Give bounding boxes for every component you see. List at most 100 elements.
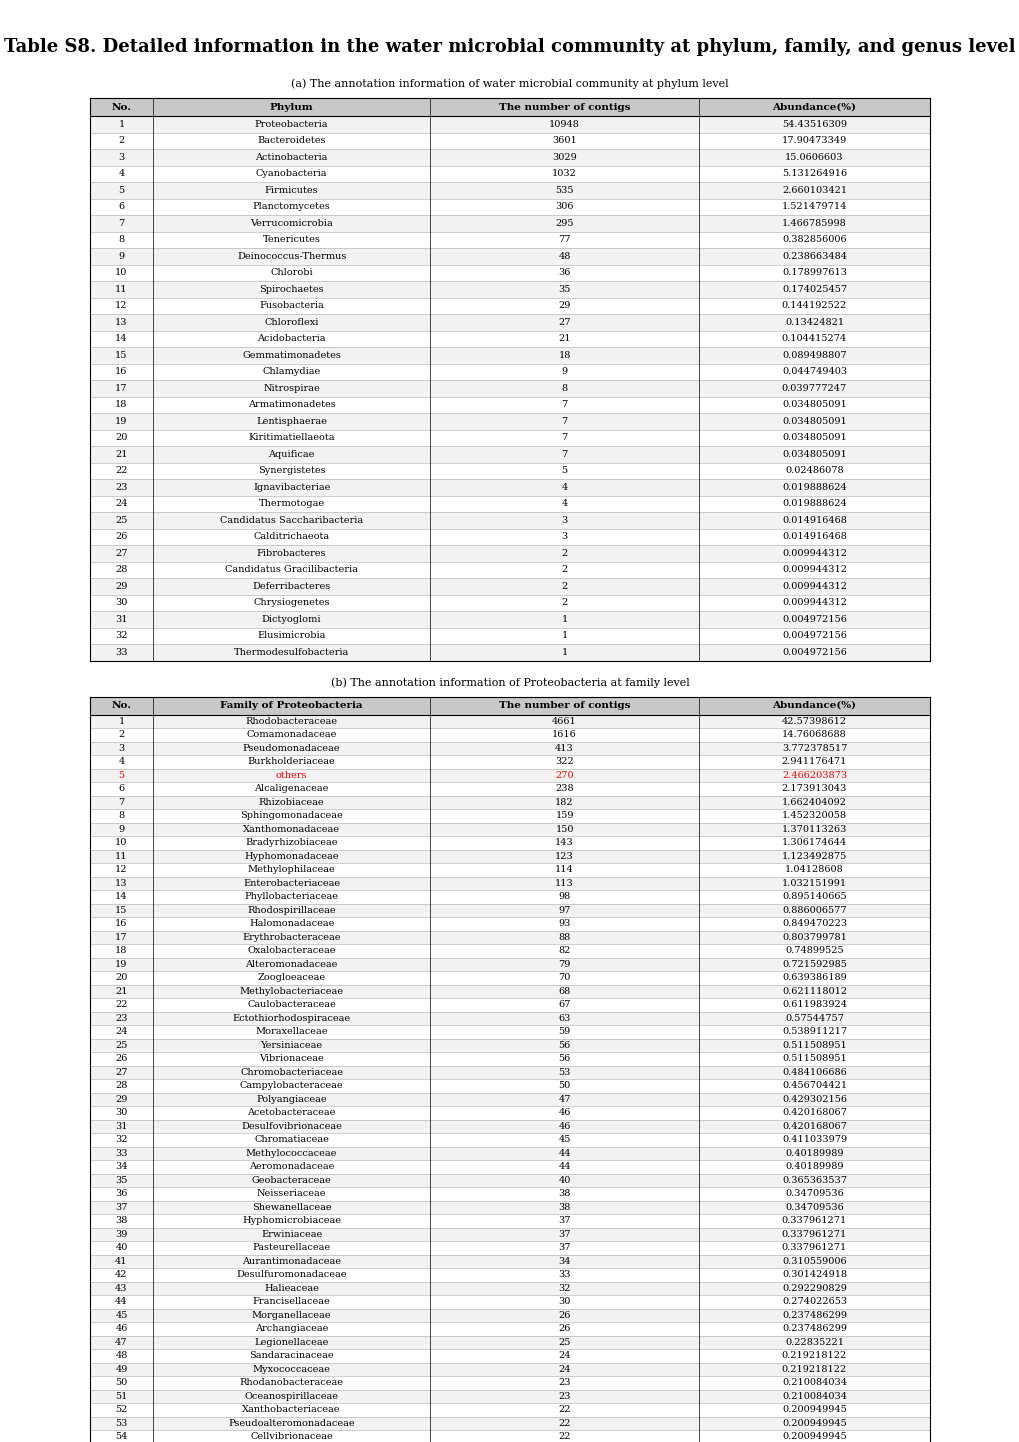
Text: 0.365363537: 0.365363537: [782, 1175, 846, 1185]
Text: Fibrobacteres: Fibrobacteres: [257, 549, 326, 558]
Text: Francisellaceae: Francisellaceae: [253, 1298, 330, 1306]
Text: 0.429302156: 0.429302156: [782, 1094, 846, 1103]
Text: 13: 13: [115, 878, 127, 888]
Text: 70: 70: [557, 973, 571, 982]
Text: 21: 21: [115, 986, 127, 996]
Text: Aquificae: Aquificae: [268, 450, 315, 459]
Text: 1: 1: [118, 717, 124, 725]
Text: 23: 23: [557, 1392, 571, 1400]
Text: 63: 63: [557, 1014, 571, 1022]
Bar: [90, 645, 929, 660]
Text: 0.014916468: 0.014916468: [782, 516, 846, 525]
Text: 270: 270: [554, 771, 574, 780]
Text: Desulfovibrionaceae: Desulfovibrionaceae: [240, 1122, 341, 1131]
Text: 0.292290829: 0.292290829: [782, 1283, 846, 1292]
Text: 44: 44: [557, 1162, 571, 1171]
Text: 48: 48: [557, 252, 571, 261]
Text: 0.009944312: 0.009944312: [782, 581, 846, 591]
Text: 0.144192522: 0.144192522: [782, 301, 847, 310]
Text: 1.032151991: 1.032151991: [782, 878, 846, 888]
Text: 1.521479714: 1.521479714: [781, 202, 847, 211]
Text: 3: 3: [560, 516, 568, 525]
Text: 20: 20: [115, 433, 127, 443]
Text: 40: 40: [557, 1175, 571, 1185]
Text: 12: 12: [115, 301, 127, 310]
Text: 12: 12: [115, 865, 127, 874]
Bar: [90, 849, 929, 862]
Text: Deferribacteres: Deferribacteres: [253, 581, 330, 591]
Text: 0.803799781: 0.803799781: [782, 933, 846, 942]
Text: 8: 8: [561, 384, 568, 392]
Text: Sandaracinaceae: Sandaracinaceae: [249, 1351, 333, 1360]
Bar: [90, 627, 929, 645]
Text: Morganellaceae: Morganellaceae: [252, 1311, 331, 1319]
Text: 9: 9: [118, 252, 124, 261]
Text: 19: 19: [115, 417, 127, 425]
Text: 0.74899525: 0.74899525: [785, 946, 843, 955]
Text: Sphingomonadaceae: Sphingomonadaceae: [240, 812, 342, 820]
Text: 88: 88: [558, 933, 571, 942]
Text: 0.200949945: 0.200949945: [782, 1406, 846, 1415]
Bar: [90, 769, 929, 782]
Bar: [90, 133, 929, 149]
Text: 28: 28: [115, 1082, 127, 1090]
Text: 0.57544757: 0.57544757: [785, 1014, 843, 1022]
Bar: [90, 1242, 929, 1255]
Bar: [90, 1133, 929, 1146]
Text: Bacteroidetes: Bacteroidetes: [257, 136, 325, 146]
Text: 1: 1: [118, 120, 124, 128]
Text: 24: 24: [115, 1027, 127, 1037]
Text: 4: 4: [560, 499, 568, 508]
Text: Rhodobacteraceae: Rhodobacteraceae: [246, 717, 337, 725]
Text: Family of Proteobacteria: Family of Proteobacteria: [220, 701, 363, 709]
Text: Methylobacteriaceae: Methylobacteriaceae: [239, 986, 343, 996]
Text: 30: 30: [557, 1298, 571, 1306]
Text: 54: 54: [115, 1432, 127, 1441]
Bar: [90, 1106, 929, 1119]
Text: The number of contigs: The number of contigs: [498, 701, 630, 709]
Text: 0.210084034: 0.210084034: [782, 1392, 846, 1400]
Text: 32: 32: [115, 632, 127, 640]
Text: 0.200949945: 0.200949945: [782, 1432, 846, 1441]
Text: 27: 27: [115, 549, 127, 558]
Text: Deinococcus-Thermus: Deinococcus-Thermus: [236, 252, 345, 261]
Text: 32: 32: [115, 1135, 127, 1145]
Text: Xanthomonadaceae: Xanthomonadaceae: [243, 825, 339, 833]
Text: 0.621118012: 0.621118012: [782, 986, 846, 996]
Text: 53: 53: [115, 1419, 127, 1428]
Text: 59: 59: [558, 1027, 571, 1037]
Text: 33: 33: [115, 1149, 127, 1158]
Text: Methylococcaceae: Methylococcaceae: [246, 1149, 337, 1158]
Text: 114: 114: [554, 865, 574, 874]
Text: 33: 33: [557, 1270, 571, 1279]
Text: Actinobacteria: Actinobacteria: [255, 153, 327, 162]
Text: 47: 47: [115, 1338, 127, 1347]
Text: Desulfuromonadaceae: Desulfuromonadaceae: [236, 1270, 346, 1279]
Text: 48: 48: [115, 1351, 127, 1360]
Bar: [90, 446, 929, 463]
Text: Abundance(%): Abundance(%): [771, 701, 856, 709]
Text: 18: 18: [557, 350, 571, 359]
Bar: [90, 1350, 929, 1363]
Text: 4: 4: [118, 757, 124, 766]
Text: 8: 8: [118, 235, 124, 244]
Text: 10948: 10948: [548, 120, 580, 128]
Bar: [90, 512, 929, 529]
Text: 0.895140665: 0.895140665: [782, 893, 846, 901]
Text: 38: 38: [557, 1203, 571, 1211]
Text: 52: 52: [115, 1406, 127, 1415]
Text: Enterobacteriaceae: Enterobacteriaceae: [243, 878, 339, 888]
Bar: [90, 1011, 929, 1025]
Bar: [90, 822, 929, 836]
Bar: [90, 594, 929, 611]
Bar: [90, 1308, 929, 1322]
Text: others: others: [275, 771, 307, 780]
Text: Rhodospirillaceae: Rhodospirillaceae: [247, 906, 335, 914]
Text: Phylum: Phylum: [269, 102, 313, 111]
Text: 0.611983924: 0.611983924: [782, 1001, 846, 1009]
Bar: [90, 1159, 929, 1174]
Text: 31: 31: [115, 1122, 127, 1131]
Bar: [90, 363, 929, 381]
Text: Synergistetes: Synergistetes: [258, 466, 325, 476]
Text: Pasteurellaceae: Pasteurellaceae: [253, 1243, 330, 1252]
